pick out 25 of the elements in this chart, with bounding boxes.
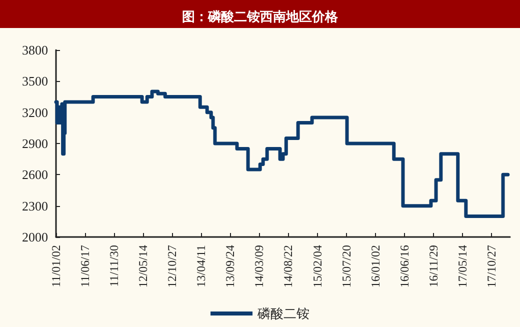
y-tick-label: 2300 xyxy=(22,198,48,214)
x-tick-label: 11/06/17 xyxy=(78,245,92,288)
x-tick-label: 11/01/02 xyxy=(49,245,63,288)
x-tick-label: 13/09/24 xyxy=(223,245,238,288)
x-tick-label: 11/11/30 xyxy=(107,245,122,287)
y-tick-label: 2900 xyxy=(22,136,48,151)
x-tick-label: 14/08/22 xyxy=(281,245,296,288)
x-tick-label: 16/01/02 xyxy=(368,245,382,288)
x-tick-label: 16/11/29 xyxy=(426,245,440,288)
x-tick-label: 14/03/09 xyxy=(252,245,266,288)
x-tick-label: 13/04/11 xyxy=(194,245,208,288)
x-tick-label: 17/10/27 xyxy=(484,245,498,288)
x-tick-label: 15/02/04 xyxy=(310,245,324,288)
chart-title: 图：磷酸二铵西南地区价格 xyxy=(182,9,339,25)
x-tick-label: 15/07/20 xyxy=(339,245,354,288)
x-tick-label: 16/06/16 xyxy=(397,245,412,288)
y-tick-label: 3800 xyxy=(22,42,48,58)
x-tick-label: 17/05/14 xyxy=(455,245,470,288)
x-tick-label: 12/05/14 xyxy=(136,245,150,288)
x-tick-label: 12/10/27 xyxy=(165,245,180,288)
y-tick-label: 2600 xyxy=(22,167,48,182)
y-tick-label: 3500 xyxy=(22,74,48,89)
y-tick-label: 3200 xyxy=(22,104,48,120)
y-tick-label: 2000 xyxy=(22,230,48,244)
legend-label: 磷酸二铵 xyxy=(256,306,310,321)
